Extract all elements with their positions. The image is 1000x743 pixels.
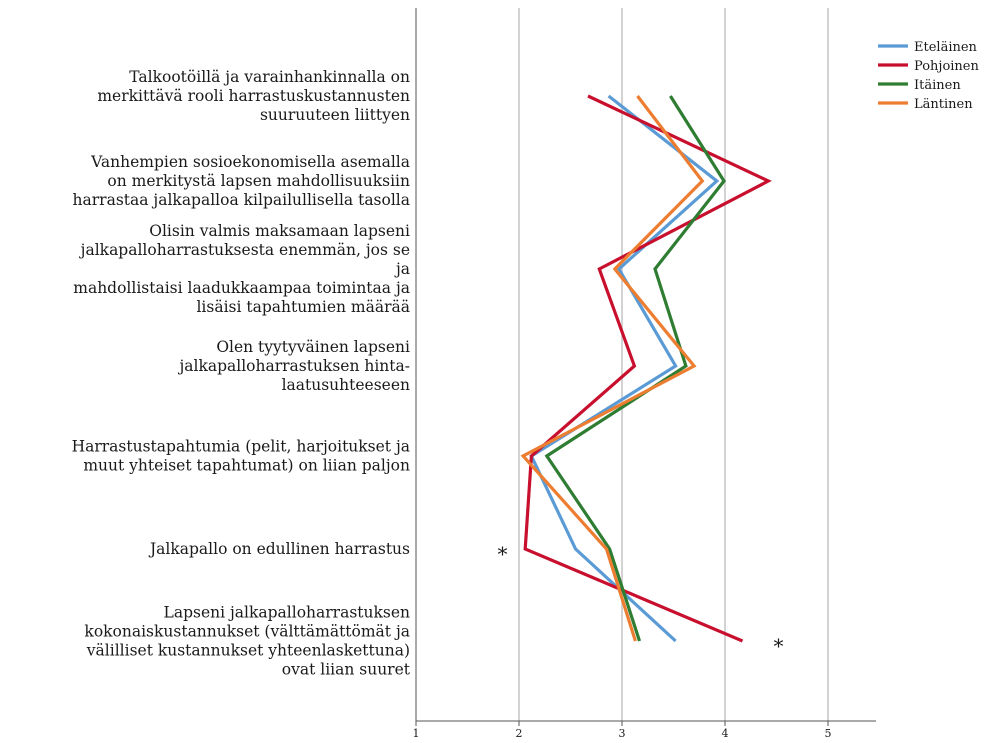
- category-label-line: merkittävä rooli harrastuskustannusten: [97, 87, 410, 105]
- category-label-line: laatusuhteeseen: [282, 376, 410, 394]
- category-label-line: Vanhempien sosioekonomisella asemalla: [90, 153, 410, 171]
- category-label-line: harrastaa jalkapalloa kilpailullisella t…: [73, 191, 410, 209]
- category-label: Jalkapallo on edullinen harrastus: [148, 540, 410, 558]
- category-label-line: lisäisi tapahtumien määrää: [196, 298, 410, 316]
- series-line: [523, 94, 772, 643]
- series-line: [520, 95, 705, 642]
- x-tick-labels: 1 2 3 4 5: [413, 727, 832, 740]
- series-line: [544, 95, 726, 642]
- category-label-line: ovat liian suuret: [282, 661, 411, 679]
- legend-entry: Eteläinen: [914, 40, 978, 55]
- legend-entry: Läntinen: [914, 97, 973, 112]
- category-labels: Talkootöillä ja varainhankinnalla on merk…: [72, 68, 411, 679]
- series-lines: [520, 94, 772, 643]
- x-tick-label: 1: [413, 727, 420, 740]
- category-label: Harrastustapahtumia (pelit, harjoitukset…: [72, 438, 410, 475]
- series-line: [529, 94, 720, 643]
- category-label-line: jalkapalloharrastuksen hinta-: [177, 357, 410, 375]
- category-label-line: Lapseni jalkapalloharrastuksen: [164, 604, 410, 622]
- category-label-line: mahdollistaisi laadukkaampaa toimintaa j…: [73, 279, 410, 297]
- category-label-line: välilliset kustannukset yhteenlaskettuna…: [86, 642, 410, 660]
- category-label-line: on merkitystä lapsen mahdollisuuksiin: [107, 172, 410, 190]
- category-label: Lapseni jalkapalloharrastuksen kokonaisku…: [84, 604, 410, 679]
- legend-entry: Itäinen: [914, 78, 961, 93]
- category-label: Vanhempien sosioekonomisella asemalla on …: [73, 153, 410, 209]
- significance-asterisk: *: [498, 542, 508, 566]
- legend: Eteläinen Pohjoinen Itäinen Läntinen: [878, 40, 980, 112]
- x-tick-label: 2: [516, 727, 523, 740]
- annotations: **: [498, 542, 784, 658]
- category-label: Olen tyytyväinen lapseni jalkapalloharras…: [177, 338, 410, 394]
- x-tick-label: 3: [619, 727, 626, 740]
- category-label-line: jalkapalloharrastuksesta enemmän, jos se: [79, 241, 410, 259]
- x-tick-label: 5: [825, 727, 832, 740]
- category-label-line: muut yhteiset tapahtumat) on liian paljo…: [83, 457, 410, 475]
- x-tick-label: 4: [722, 727, 729, 740]
- category-label: Talkootöillä ja varainhankinnalla on merk…: [97, 68, 410, 124]
- category-label-line: Jalkapallo on edullinen harrastus: [148, 540, 410, 558]
- category-label: Olisin valmis maksamaan lapseni jalkapall…: [73, 222, 410, 316]
- category-label-line: Olisin valmis maksamaan lapseni: [149, 222, 410, 240]
- category-label-line: Harrastustapahtumia (pelit, harjoitukset…: [72, 438, 410, 456]
- significance-asterisk: *: [774, 634, 784, 658]
- axes: [415, 8, 876, 726]
- legend-entry: Pohjoinen: [914, 59, 980, 74]
- category-label-line: Talkootöillä ja varainhankinnalla on: [129, 68, 410, 86]
- category-label-line: kokonaiskustannukset (välttämättömät ja: [84, 623, 410, 641]
- category-label-line: ja: [394, 260, 410, 278]
- category-label-line: Olen tyytyväinen lapseni: [216, 338, 410, 356]
- category-label-line: suuruuteen liittyen: [260, 106, 410, 124]
